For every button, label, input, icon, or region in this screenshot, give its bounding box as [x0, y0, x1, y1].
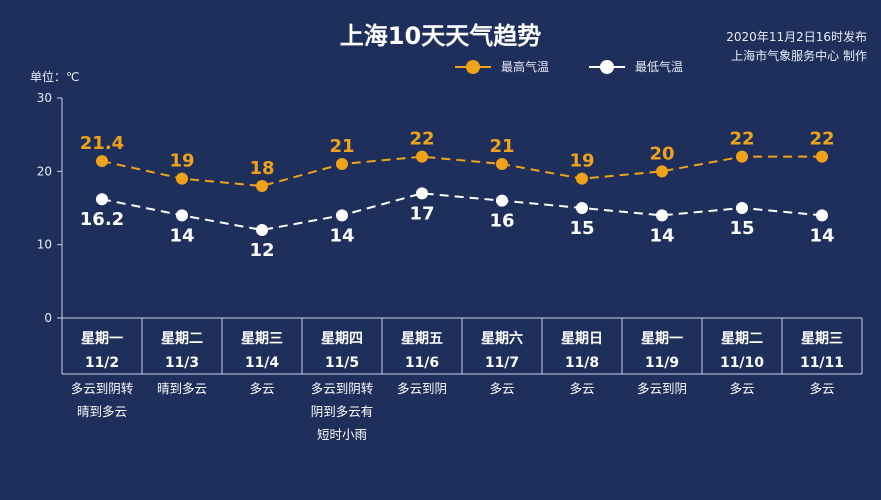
data-point-low	[736, 202, 748, 214]
data-point-high	[256, 180, 268, 192]
legend: 最高气温 最低气温	[455, 58, 683, 75]
legend-item-low: 最低气温	[589, 58, 683, 75]
unit-label: 单位：℃	[30, 70, 80, 84]
weather-label: 多云	[809, 381, 834, 396]
data-point-high	[416, 150, 428, 163]
weekday-label: 星期二	[161, 331, 203, 347]
weather-label: 多云	[249, 381, 274, 396]
y-tick-label: 10	[37, 238, 52, 252]
date-label: 11/9	[645, 355, 679, 371]
data-point-low	[416, 187, 428, 200]
data-label-low: 15	[569, 218, 594, 239]
data-label-low: 14	[649, 225, 674, 246]
weekday-label: 星期五	[401, 331, 443, 347]
y-tick-label: 0	[44, 311, 52, 325]
y-tick-label: 20	[37, 164, 52, 178]
weather-label: 多云到阴	[637, 381, 687, 396]
legend-item-high: 最高气温	[455, 58, 549, 75]
data-label-low: 14	[809, 225, 834, 246]
weekday-label: 星期四	[321, 331, 363, 347]
date-label: 11/11	[800, 355, 844, 371]
weekday-label: 星期一	[641, 331, 683, 347]
weather-label: 短时小雨	[317, 427, 367, 442]
data-point-low	[336, 209, 348, 222]
date-label: 11/3	[165, 355, 199, 371]
data-point-high	[816, 150, 828, 163]
publisher: 上海市气象服务中心 制作	[731, 49, 867, 63]
data-label-high: 19	[169, 151, 194, 172]
weekday-label: 星期六	[481, 330, 523, 347]
data-label-low: 16	[489, 211, 514, 232]
data-label-high: 22	[729, 129, 754, 150]
data-label-low: 14	[169, 225, 194, 246]
data-label-high: 21.4	[80, 133, 124, 154]
weather-label: 多云	[569, 381, 594, 396]
series-line-low	[101, 192, 823, 232]
data-point-high	[176, 172, 188, 185]
data-point-low	[256, 224, 268, 236]
data-point-high	[336, 158, 348, 170]
weekday-label: 星期二	[721, 331, 763, 347]
data-point-low	[496, 194, 508, 207]
date-label: 11/8	[565, 355, 599, 371]
data-label-low: 15	[729, 218, 754, 239]
weather-label: 多云到阴转	[71, 381, 134, 396]
data-label-high: 21	[489, 136, 514, 157]
data-label-high: 22	[409, 129, 434, 150]
chart-title: 上海10天天气趋势	[339, 22, 542, 50]
data-point-high	[96, 155, 108, 168]
data-point-high	[656, 165, 668, 178]
date-label: 11/4	[245, 355, 280, 371]
date-label: 11/10	[720, 355, 764, 371]
legend-swatch-low	[589, 59, 626, 74]
weather-label: 多云到阴转	[311, 381, 374, 396]
legend-swatch-high	[455, 59, 491, 74]
weekday-label: 星期三	[801, 331, 843, 347]
weekday-label: 星期一	[81, 331, 123, 347]
data-label-high: 22	[809, 129, 834, 150]
data-label-high: 20	[649, 143, 674, 164]
weather-label: 阴到多云有	[311, 404, 374, 419]
weekday-label: 星期三	[241, 331, 283, 347]
weather-label: 晴到多云	[77, 404, 127, 419]
date-label: 11/7	[485, 355, 519, 371]
data-label-low: 17	[409, 203, 434, 224]
date-label: 11/6	[405, 355, 439, 371]
data-label-low: 14	[329, 225, 354, 246]
data-label-low: 12	[249, 240, 274, 261]
publish-info: 2020年11月2日16时发布 上海市气象服务中心 制作	[726, 28, 867, 66]
weekday-label: 星期日	[561, 331, 603, 347]
weather-label: 多云	[489, 381, 514, 396]
legend-label-low: 最低气温	[635, 60, 684, 74]
data-label-low: 16.2	[80, 209, 124, 230]
legend-label-high: 最高气温	[501, 60, 550, 74]
weather-label: 晴到多云	[157, 381, 207, 396]
y-tick-label: 30	[37, 91, 52, 105]
data-point-high	[576, 172, 588, 185]
data-point-high	[496, 158, 508, 170]
weather-label: 多云	[729, 381, 754, 396]
data-point-low	[656, 209, 668, 222]
data-label-high: 18	[249, 158, 274, 179]
data-point-high	[736, 150, 748, 163]
data-point-low	[176, 209, 188, 222]
publish-time: 2020年11月2日16时发布	[726, 30, 867, 44]
data-point-low	[576, 202, 588, 214]
data-label-high: 19	[569, 151, 594, 172]
weather-label: 多云到阴	[397, 381, 447, 396]
data-point-low	[96, 193, 108, 206]
series-line-high	[101, 155, 822, 188]
data-label-high: 21	[329, 136, 354, 157]
date-label: 11/5	[325, 355, 359, 371]
date-label: 11/2	[85, 355, 119, 371]
data-point-low	[816, 209, 828, 222]
